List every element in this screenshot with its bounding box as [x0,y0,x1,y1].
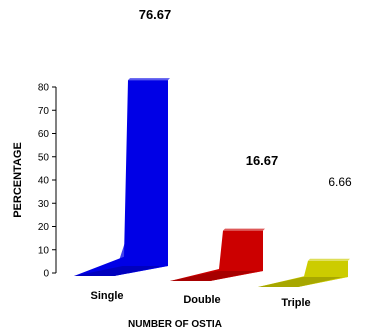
y-tick-label-20: 20 [38,222,50,233]
category-label-single: Single [90,290,123,302]
bar-double-front [170,230,263,281]
bar-double-floor [170,271,258,281]
y-tick-label-0: 0 [43,269,49,280]
category-label-triple: Triple [281,297,310,309]
bar-single-front [74,80,168,276]
category-label-double: Double [183,294,220,306]
bar-triple-top [308,258,350,261]
y-tick-label-40: 40 [38,176,50,187]
bars [74,78,350,287]
bar-double-top [223,228,265,231]
y-tick-label-60: 60 [38,129,50,140]
bar-single [74,78,170,276]
data-label-double: 16.67 [246,153,279,168]
bar-double [170,228,265,281]
y-tick-label-30: 30 [38,199,50,210]
bar-single-top [128,78,170,81]
bar-triple [258,258,350,287]
x-axis-title: NUMBER OF OSTIA [128,319,222,330]
y-tick-label-50: 50 [38,152,50,163]
y-tick-label-70: 70 [38,106,50,117]
y-axis-ticks: 0 10 20 30 40 50 60 70 80 [38,83,56,280]
data-label-single: 76.67 [139,7,172,22]
data-label-triple: 6.66 [328,175,352,189]
y-tick-label-80: 80 [38,83,50,94]
bar-triple-floor [258,277,343,287]
y-axis-title: PERCENTAGE [12,142,24,218]
y-tick-label-10: 10 [38,245,50,256]
bar-single-floor [74,266,163,276]
